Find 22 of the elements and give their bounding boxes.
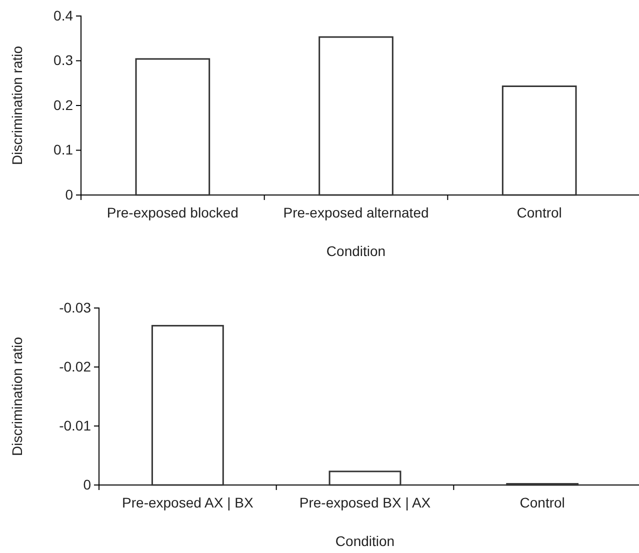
x-axis-title: Condition bbox=[335, 533, 395, 549]
x-tick-label: Pre-exposed AX | BX bbox=[122, 494, 254, 511]
x-axis-title: Condition bbox=[326, 243, 386, 259]
x-tick-label: Pre-exposed alternated bbox=[283, 204, 429, 221]
x-tick-label: Pre-exposed BX | AX bbox=[299, 494, 432, 511]
x-tick-label: Control bbox=[520, 494, 565, 511]
y-tick-label: 0 bbox=[83, 476, 92, 492]
y-tick-label: 0.1 bbox=[54, 142, 74, 158]
y-axis-title: Discrimination ratio bbox=[9, 46, 25, 166]
y-tick-label: -0.01 bbox=[59, 417, 92, 434]
y-tick-label: 0.2 bbox=[54, 96, 74, 113]
y-tick-label: 0.4 bbox=[54, 7, 74, 24]
y-tick-label: -0.03 bbox=[59, 299, 92, 316]
bar bbox=[502, 86, 577, 196]
bar bbox=[135, 58, 210, 196]
y-axis-title: Discrimination ratio bbox=[9, 336, 25, 456]
y-tick-label: 0 bbox=[65, 186, 74, 202]
x-tick-label: Control bbox=[516, 204, 562, 221]
y-tick-label: -0.02 bbox=[59, 358, 92, 374]
bar bbox=[318, 36, 394, 196]
y-tick-label: 0.3 bbox=[54, 52, 74, 68]
x-tick-label: Pre-exposed blocked bbox=[106, 204, 238, 221]
